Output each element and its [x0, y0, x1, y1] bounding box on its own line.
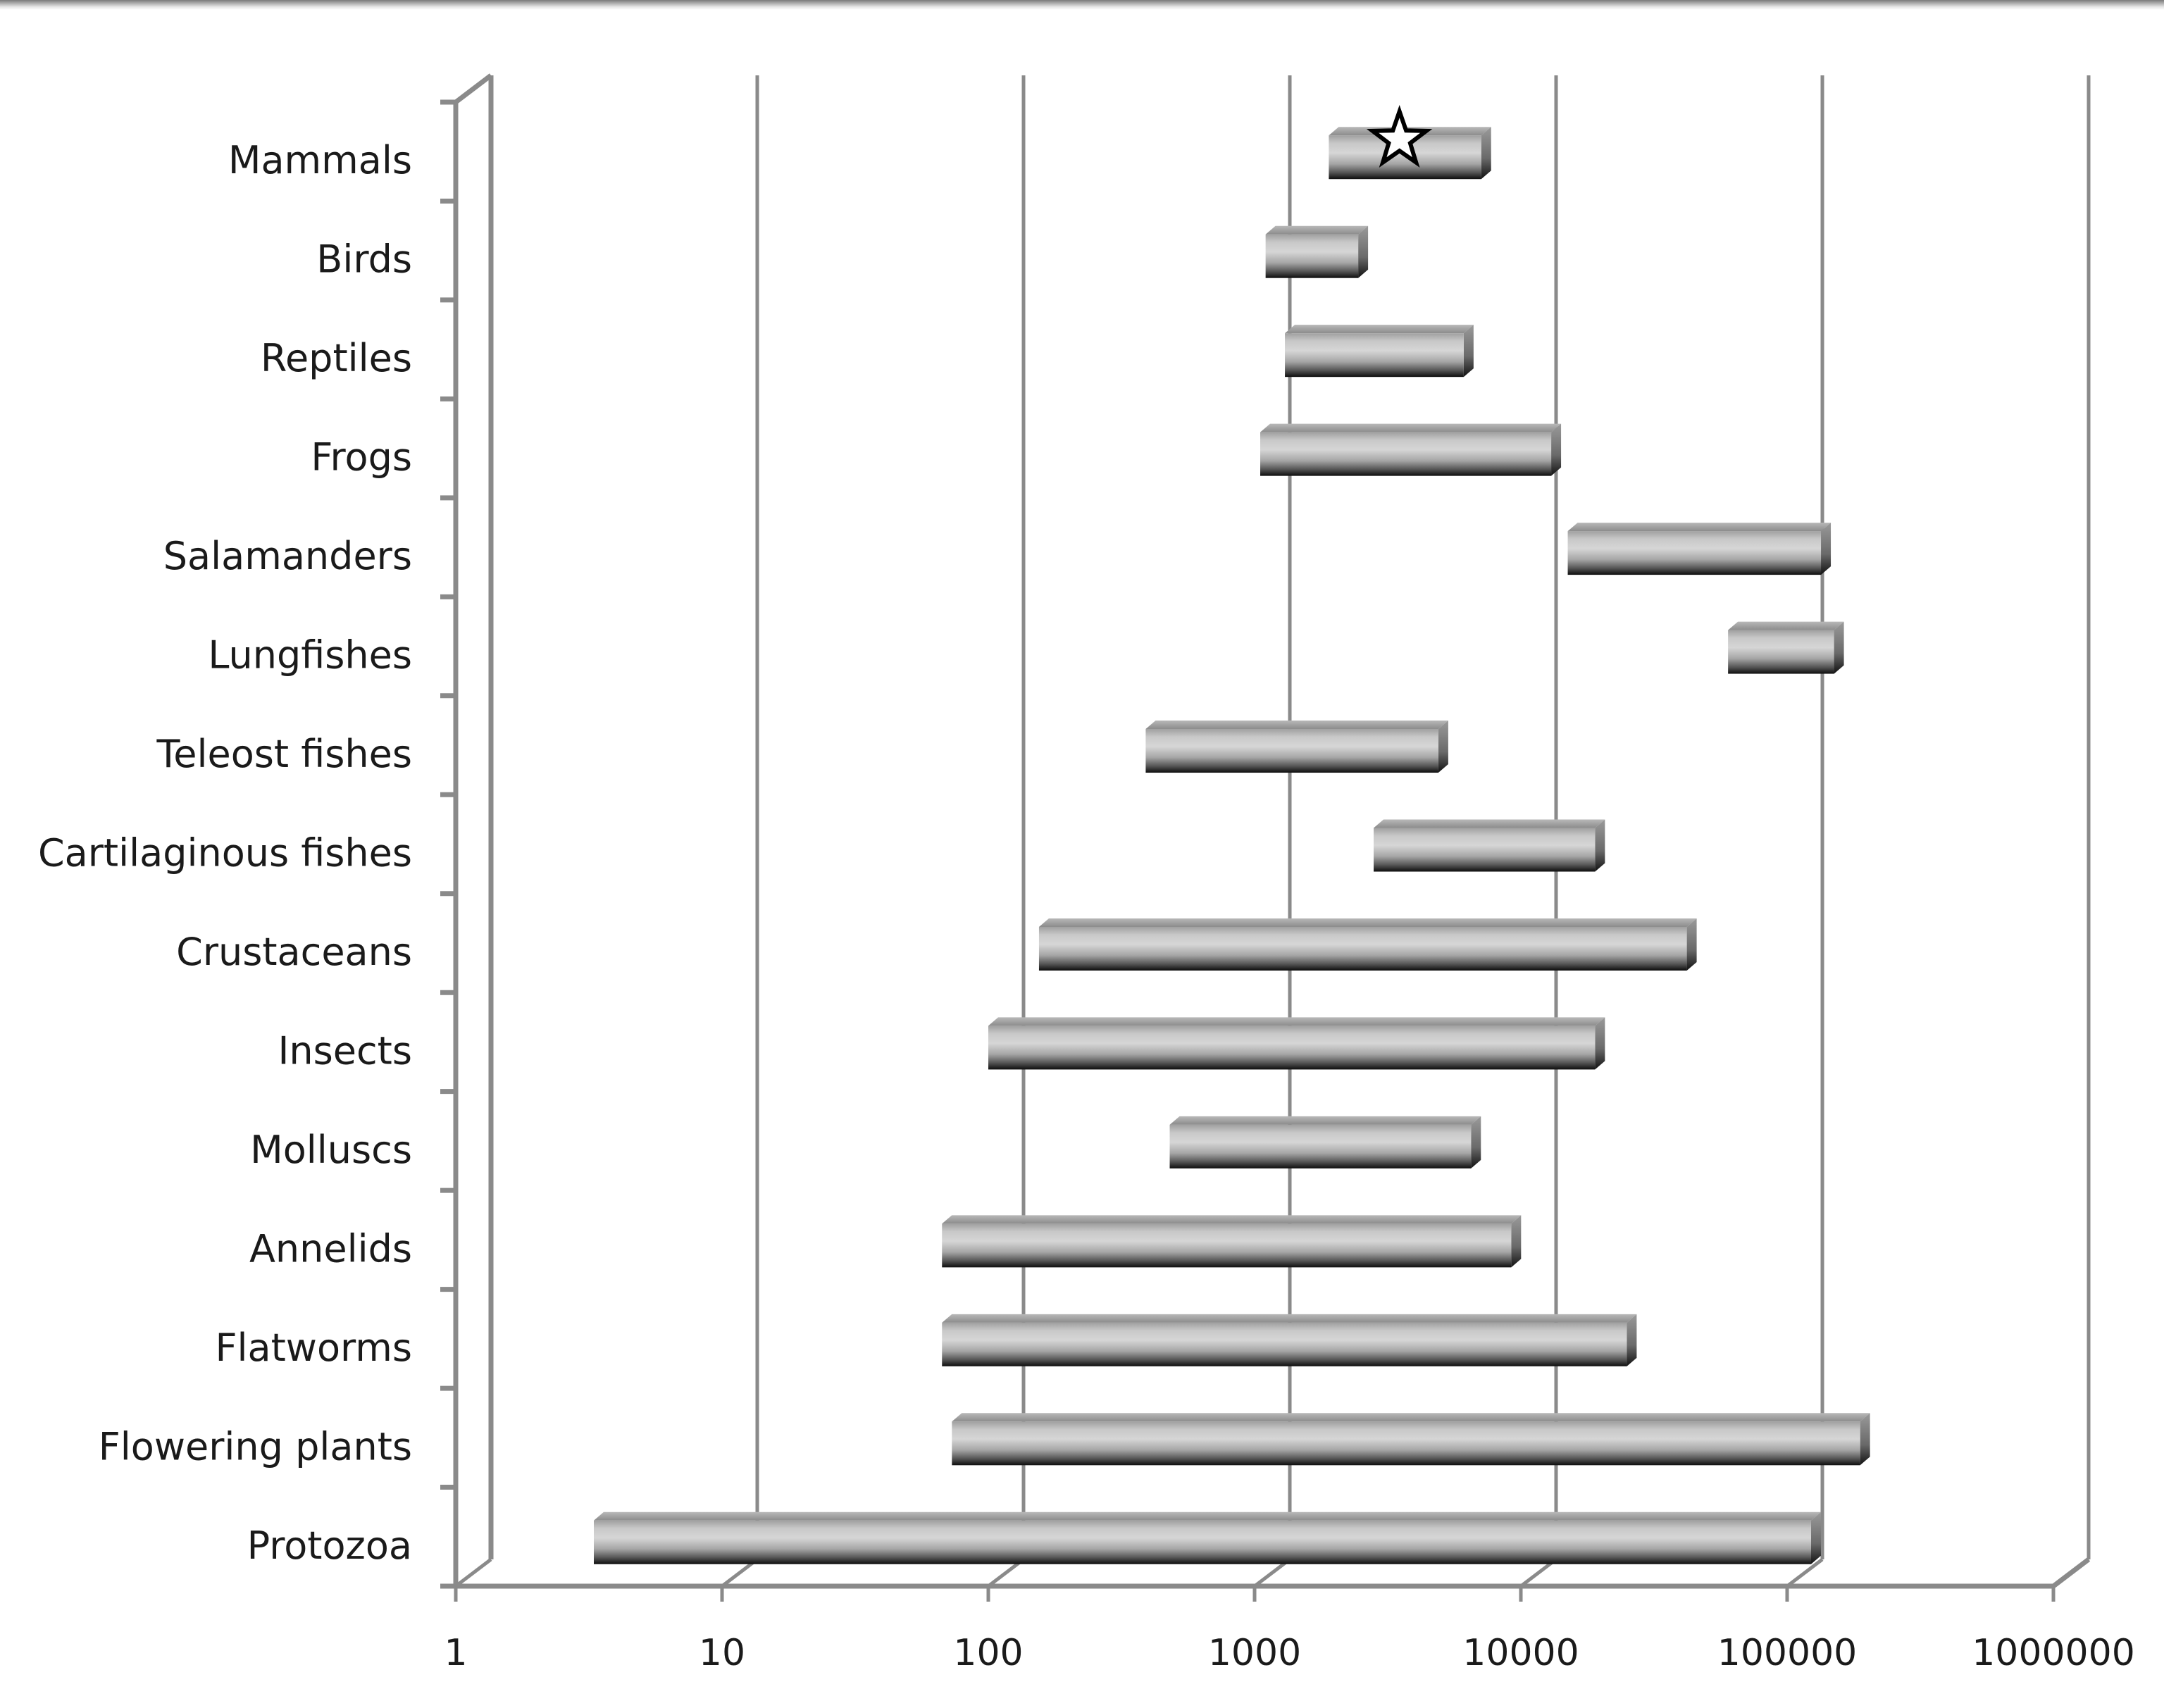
bar-top-face [1169, 1116, 1481, 1125]
bar-front-face [1169, 1124, 1472, 1168]
bar-front-face [1038, 926, 1687, 971]
bars [593, 105, 1870, 1564]
bar-top-face [988, 1017, 1605, 1026]
bar-front-face [1260, 432, 1552, 476]
category-label: Molluscs [250, 1128, 412, 1172]
x-tick-label: 1000000 [1972, 1632, 2135, 1674]
bar-front-face [942, 1322, 1627, 1366]
bar-top-face [1374, 819, 1605, 828]
bar-side-face [1551, 423, 1562, 476]
category-label: Birds [316, 237, 412, 282]
bar-front-face [952, 1421, 1860, 1466]
bar-top-face [942, 1215, 1522, 1224]
bar-side-face [1595, 1017, 1605, 1070]
bar-side-face [1627, 1314, 1637, 1366]
bar-side-face [1358, 225, 1369, 278]
x-tick-label: 10000 [1462, 1632, 1579, 1674]
axis-labels: 1 10 100 1000 10000 100000 1000000 Mammals Birds… [38, 138, 2135, 1674]
bar-birds [1265, 225, 1369, 278]
bar-top-face [1260, 423, 1562, 432]
bar-front-face [988, 1026, 1596, 1070]
bar-frogs [1260, 423, 1562, 476]
bar-side-face [1860, 1413, 1870, 1466]
bar-top-face [1285, 325, 1474, 334]
bar-side-face [1511, 1215, 1522, 1268]
category-label: Teleost fishes [156, 732, 413, 776]
bar-side-face [1821, 523, 1832, 575]
top-border-band [0, 0, 2164, 10]
bar-top-face [1567, 523, 1832, 532]
bar-molluscs [1169, 1116, 1481, 1168]
bar-side-face [1438, 721, 1448, 773]
bar-front-face [1265, 234, 1359, 278]
bar-top-face [593, 1511, 1821, 1521]
bar-top-face [952, 1413, 1870, 1422]
bar-protozoa [593, 1511, 1821, 1564]
bar-top-face [1038, 918, 1697, 927]
category-label: Flowering plants [99, 1424, 412, 1469]
gridlines [454, 75, 2091, 1588]
x-tick-label: 1000 [1208, 1632, 1301, 1674]
axes [440, 73, 2091, 1602]
bar-front-face [1285, 333, 1464, 378]
bar-insects [988, 1017, 1605, 1070]
bar-side-face [1471, 1116, 1481, 1168]
bar-side-face [1595, 819, 1605, 872]
bar-front-face [942, 1223, 1512, 1268]
category-label: Insects [278, 1028, 412, 1073]
bar-front-face [593, 1520, 1811, 1564]
category-label: Salamanders [163, 534, 412, 578]
bar-side-face [1834, 621, 1844, 674]
bar-side-face [1463, 325, 1474, 378]
x-tick-label: 100000 [1717, 1632, 1858, 1674]
category-label: Flatworms [215, 1326, 412, 1370]
bar-crustaceans [1038, 918, 1697, 971]
bar-reptiles [1285, 325, 1474, 378]
category-label: Annelids [249, 1226, 412, 1271]
bar-mammals [1329, 105, 1491, 180]
bar-top-face [1265, 225, 1369, 235]
bar-top-face [1728, 621, 1844, 630]
category-label: Mammals [228, 138, 412, 182]
x-tick-label: 100 [953, 1632, 1023, 1674]
bar-side-face [1810, 1511, 1821, 1564]
category-label: Protozoa [247, 1523, 412, 1568]
bar-front-face [1145, 729, 1438, 773]
category-label: Lungfishes [208, 633, 412, 678]
bar-side-face [1686, 918, 1697, 971]
bar-front-face [1728, 630, 1834, 674]
bar-flatworms [942, 1314, 1637, 1366]
floor-diagonal-1 [454, 1558, 492, 1588]
star-marker-icon [1366, 105, 1433, 168]
bar-top-face [942, 1314, 1637, 1323]
bar-teleost-fishes [1145, 721, 1448, 773]
bar-side-face [1481, 127, 1491, 180]
bar-salamanders [1567, 523, 1832, 575]
bar-flowering-plants [952, 1413, 1870, 1466]
bar-front-face [1567, 531, 1822, 575]
bar-cartilaginous-fishes [1374, 819, 1605, 872]
floor-diagonal-100000 [1786, 1558, 1824, 1588]
category-label: Reptiles [261, 336, 412, 380]
x-tick-label: 1 [444, 1632, 467, 1674]
y-axis-top-edge [454, 73, 493, 104]
category-label: Frogs [311, 435, 412, 480]
bar-lungfishes [1728, 621, 1844, 674]
x-tick-label: 10 [699, 1632, 745, 1674]
x-axis-end-diagonal [2051, 1557, 2091, 1588]
bar-top-face [1145, 721, 1448, 730]
bar-annelids [942, 1215, 1522, 1268]
category-label: Crustaceans [176, 930, 412, 974]
category-label: Cartilaginous fishes [38, 831, 412, 875]
bar-front-face [1374, 828, 1596, 872]
